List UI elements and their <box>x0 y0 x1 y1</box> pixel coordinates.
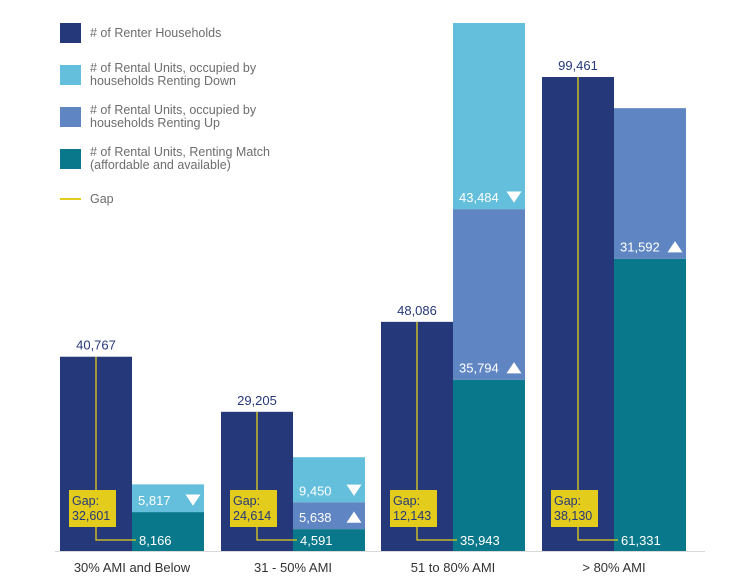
gap-connector-line <box>577 77 618 541</box>
gap-label-value: 38,130 <box>554 509 592 523</box>
legend-item-renting-match: # of Rental Units, Renting Match (afford… <box>60 145 380 189</box>
arrow-up-icon <box>667 241 683 253</box>
legend-item-renting-up: # of Rental Units, occupied by household… <box>60 103 380 147</box>
bar-renting-match <box>293 529 365 551</box>
gap-label-value: 24,614 <box>233 509 271 523</box>
gap-connector-line <box>416 321 457 541</box>
value-label-renter-households: 29,205 <box>237 393 277 408</box>
legend-label: # of Renter Households <box>90 26 222 40</box>
value-label-renting-match: 4,591 <box>300 533 333 548</box>
legend-item-renter-households: # of Renter Households <box>60 23 380 63</box>
legend-label: Gap <box>90 192 114 206</box>
gap-connector-line <box>256 411 297 541</box>
bar-renting-match <box>132 512 204 551</box>
arrow-down-icon <box>185 494 201 506</box>
bar-renting-match <box>453 379 525 551</box>
x-tick-label: 51 to 80% AMI <box>411 560 496 575</box>
gap-label-box <box>230 490 277 527</box>
gap-label-box <box>69 490 116 527</box>
gap-label-value: 32,601 <box>72 509 110 523</box>
value-label-renting-down: 5,817 <box>138 493 171 508</box>
value-label-renter-households: 40,767 <box>76 338 116 353</box>
legend-swatch <box>60 107 81 127</box>
legend-item-renting-down: # of Rental Units, occupied by household… <box>60 61 380 105</box>
legend-label: # of Rental Units, occupied by household… <box>90 103 257 130</box>
legend-swatch <box>60 65 81 85</box>
bar-renting-up <box>614 108 686 259</box>
gap-label-value: 12,143 <box>393 509 431 523</box>
legend-label: # of Rental Units, Renting Match (afford… <box>90 145 270 172</box>
arrow-down-icon <box>506 191 522 203</box>
gap-label-box <box>551 490 598 527</box>
gap-label-prefix: Gap: <box>554 494 581 508</box>
bar-renting-down <box>453 23 525 210</box>
bar-renting-up <box>453 209 525 380</box>
value-label-renting-down: 9,450 <box>299 483 332 498</box>
bar-renting-match <box>614 258 686 551</box>
value-label-renting-down: 43,484 <box>459 190 499 205</box>
legend-swatch <box>60 149 81 169</box>
bar-renting-down <box>293 457 365 503</box>
value-label-renter-households: 99,461 <box>558 58 598 73</box>
gap-connector-line <box>95 356 136 541</box>
gap-label-prefix: Gap: <box>233 494 260 508</box>
value-label-renting-up: 31,592 <box>620 240 660 255</box>
value-label-renting-up: 35,794 <box>459 361 499 376</box>
arrow-down-icon <box>346 484 362 496</box>
legend-label: # of Rental Units, occupied by household… <box>90 61 257 88</box>
arrow-up-icon <box>346 511 362 523</box>
arrow-up-icon <box>506 362 522 374</box>
gap-label-box <box>390 490 437 527</box>
gap-label-prefix: Gap: <box>393 494 420 508</box>
legend-gap-line <box>60 198 81 200</box>
legend-item-gap: Gap <box>60 191 380 231</box>
gap-label-prefix: Gap: <box>72 494 99 508</box>
legend-swatch <box>60 23 81 43</box>
x-tick-label: 31 - 50% AMI <box>254 560 332 575</box>
value-label-renting-match: 61,331 <box>621 533 661 548</box>
value-label-renting-match: 35,943 <box>460 533 500 548</box>
value-label-renting-up: 5,638 <box>299 510 332 525</box>
value-label-renting-match: 8,166 <box>139 533 172 548</box>
x-tick-label: > 80% AMI <box>582 560 645 575</box>
value-label-renter-households: 48,086 <box>397 303 437 318</box>
x-tick-label: 30% AMI and Below <box>74 560 191 575</box>
